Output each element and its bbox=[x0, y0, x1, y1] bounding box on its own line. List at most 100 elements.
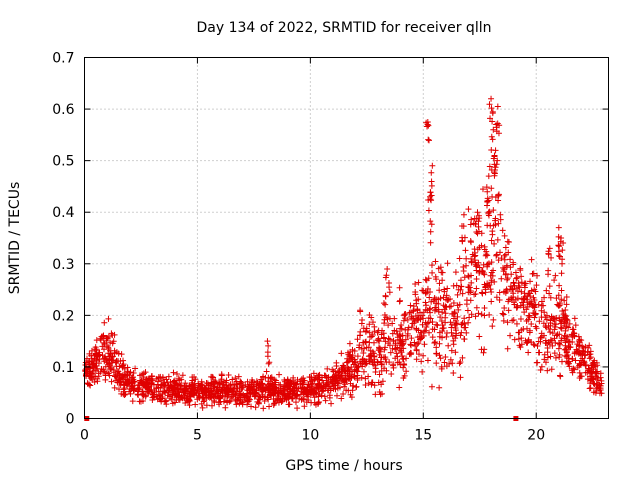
data-point bbox=[190, 386, 197, 393]
data-point bbox=[514, 288, 521, 295]
data-point bbox=[542, 359, 549, 366]
data-point bbox=[93, 346, 100, 353]
data-point bbox=[131, 385, 138, 392]
data-point bbox=[494, 236, 501, 243]
data-point bbox=[460, 211, 467, 218]
data-point bbox=[424, 289, 431, 296]
data-point bbox=[592, 389, 599, 396]
data-point bbox=[531, 342, 538, 349]
data-point bbox=[194, 387, 201, 394]
data-point bbox=[398, 342, 405, 349]
data-point bbox=[338, 350, 345, 357]
data-point bbox=[431, 340, 438, 347]
data-point bbox=[530, 341, 537, 348]
data-point bbox=[358, 374, 365, 381]
data-point bbox=[513, 275, 520, 282]
data-point bbox=[310, 370, 317, 377]
data-point bbox=[558, 287, 565, 294]
data-point bbox=[101, 341, 108, 348]
data-point bbox=[569, 333, 576, 340]
data-point bbox=[265, 342, 272, 349]
data-point bbox=[546, 245, 553, 252]
data-point bbox=[380, 330, 387, 337]
data-point bbox=[427, 218, 434, 225]
data-point bbox=[385, 322, 392, 329]
data-point bbox=[382, 301, 389, 308]
data-point bbox=[129, 398, 136, 405]
data-point bbox=[551, 277, 558, 284]
data-point bbox=[366, 329, 373, 336]
data-point bbox=[510, 259, 517, 266]
data-point bbox=[552, 272, 559, 279]
data-point bbox=[382, 274, 389, 281]
data-point bbox=[294, 391, 301, 398]
data-point bbox=[566, 363, 573, 370]
data-point bbox=[537, 367, 544, 374]
data-point bbox=[461, 234, 468, 241]
x-tick-label: 5 bbox=[193, 428, 202, 444]
data-point bbox=[416, 351, 422, 358]
data-point bbox=[458, 321, 465, 328]
data-point bbox=[452, 319, 459, 326]
data-point bbox=[139, 390, 146, 397]
data-point bbox=[489, 110, 496, 117]
data-point bbox=[491, 169, 498, 176]
data-point bbox=[369, 379, 376, 386]
data-point bbox=[129, 379, 136, 386]
data-point bbox=[288, 395, 295, 402]
data-point bbox=[485, 283, 492, 290]
data-point bbox=[587, 380, 594, 387]
data-point bbox=[428, 192, 435, 199]
data-point bbox=[142, 369, 149, 376]
data-point bbox=[457, 374, 464, 381]
data-point bbox=[559, 247, 566, 254]
data-point bbox=[535, 338, 542, 345]
data-point bbox=[226, 398, 233, 405]
data-point bbox=[542, 314, 549, 321]
data-point bbox=[151, 389, 158, 396]
data-point bbox=[369, 319, 376, 326]
data-point bbox=[474, 230, 481, 237]
data-point bbox=[365, 380, 372, 387]
data-point bbox=[393, 350, 400, 357]
data-point bbox=[86, 381, 93, 388]
y-tick-label: 0.7 bbox=[52, 51, 74, 67]
data-point bbox=[510, 293, 517, 300]
data-point bbox=[105, 315, 112, 322]
data-point bbox=[175, 375, 182, 382]
tick-labels: 0 5 10 15 20 0 0.1 0.2 0.3 0.4 0.5 0.6 0.7 bbox=[52, 51, 545, 444]
data-point bbox=[414, 307, 421, 314]
data-point bbox=[490, 207, 497, 214]
data-point bbox=[342, 381, 349, 388]
data-point bbox=[528, 320, 535, 327]
data-point bbox=[472, 313, 479, 320]
data-point bbox=[521, 284, 528, 291]
data-point bbox=[538, 298, 545, 305]
data-point bbox=[351, 348, 358, 355]
data-point bbox=[156, 395, 163, 402]
data-point bbox=[306, 373, 313, 380]
data-point bbox=[487, 272, 494, 279]
data-point bbox=[500, 311, 507, 318]
data-point bbox=[481, 304, 488, 311]
data-point bbox=[458, 222, 465, 229]
data-point bbox=[442, 303, 449, 310]
data-point bbox=[565, 338, 572, 345]
data-point bbox=[421, 328, 428, 335]
data-point bbox=[541, 351, 548, 358]
data-point bbox=[496, 296, 503, 303]
data-point bbox=[426, 294, 433, 301]
data-point bbox=[456, 360, 463, 367]
x-tick-label: 0 bbox=[80, 428, 89, 444]
data-point bbox=[448, 324, 455, 331]
data-point bbox=[456, 255, 463, 262]
data-point bbox=[278, 398, 285, 405]
data-point bbox=[403, 368, 410, 375]
data-point bbox=[484, 222, 491, 229]
data-point bbox=[376, 338, 383, 345]
data-point bbox=[140, 374, 147, 381]
data-point bbox=[576, 342, 583, 349]
data-point bbox=[547, 353, 554, 360]
data-point bbox=[290, 381, 297, 388]
data-point bbox=[362, 328, 369, 335]
